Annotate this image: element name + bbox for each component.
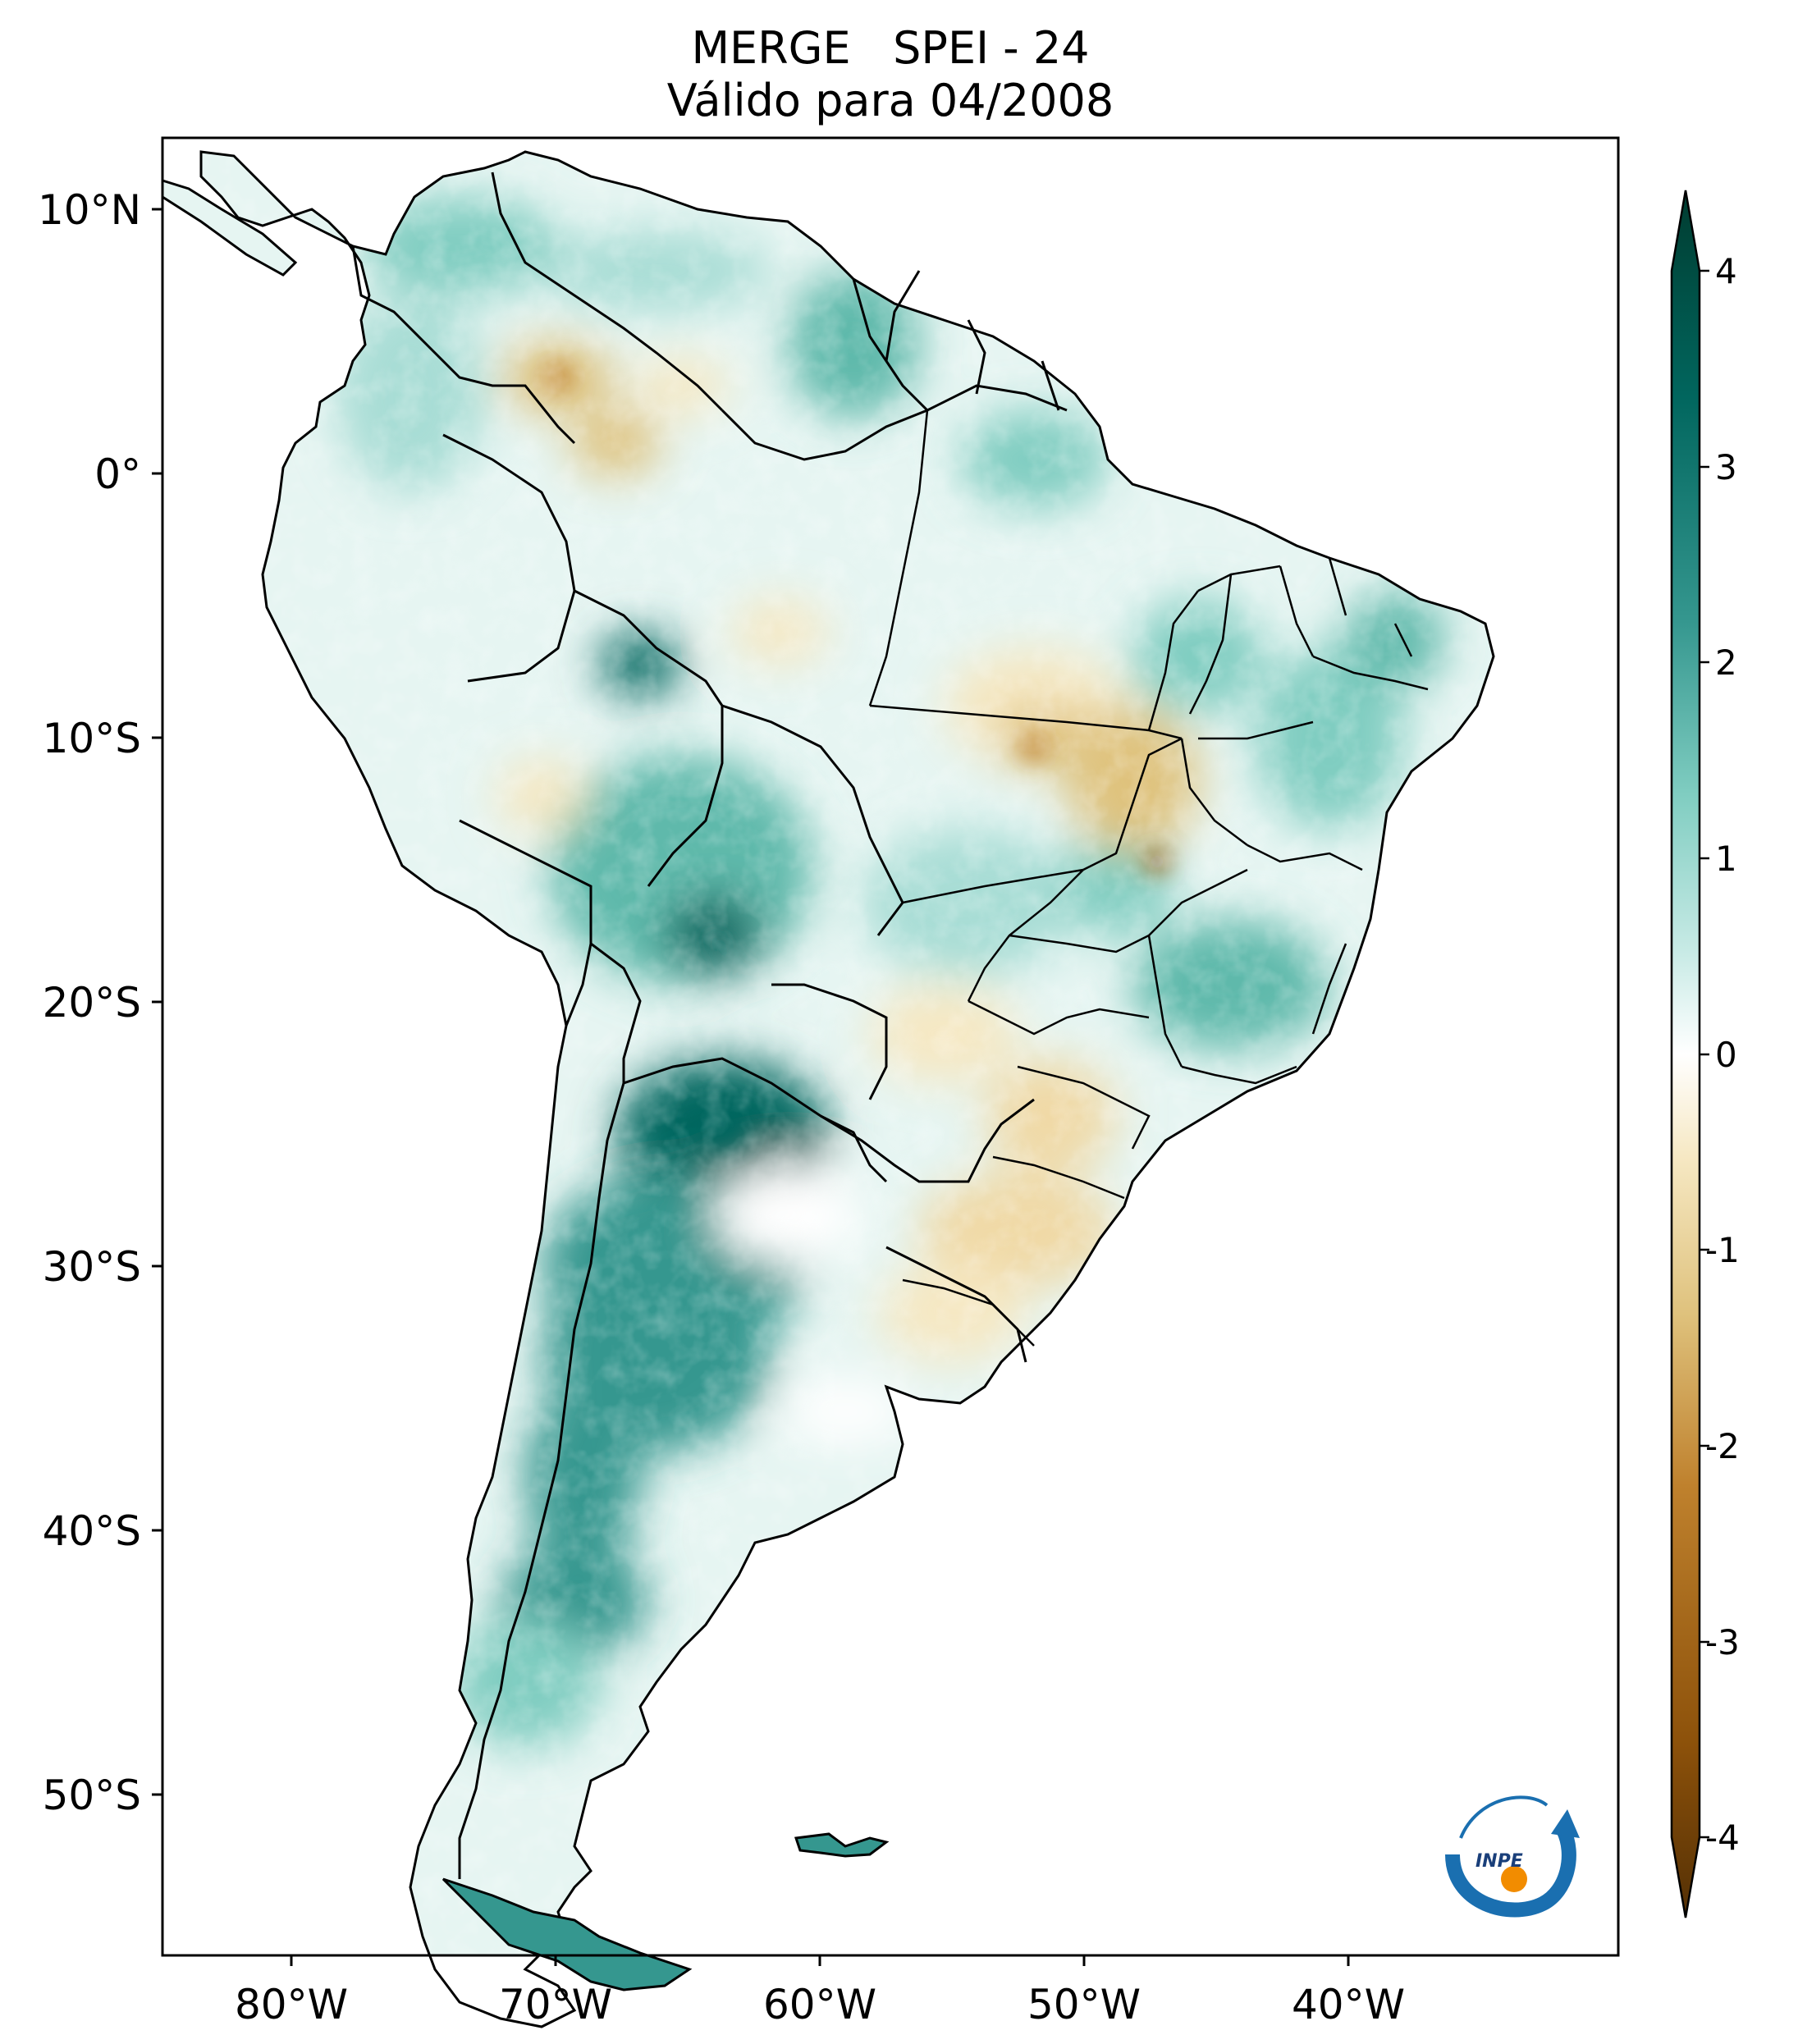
tierra-del-fuego bbox=[441, 1877, 693, 1991]
map-border bbox=[161, 136, 1620, 1957]
lat-tick-label: 0° bbox=[94, 450, 141, 498]
colorbar-scale bbox=[1670, 190, 1701, 1918]
lon-tick-label: 50°W bbox=[1027, 1981, 1141, 2028]
inpe-logo: INPE bbox=[1445, 1795, 1580, 1918]
lat-tick-label: 50°S bbox=[43, 1772, 141, 1819]
colorbar-tick-label: 2 bbox=[1715, 642, 1737, 683]
colorbar-tick-label: 0 bbox=[1715, 1035, 1737, 1075]
lat-tick-label: 20°S bbox=[43, 979, 141, 1027]
lon-tick-label: 60°W bbox=[763, 1981, 876, 2028]
country-borders bbox=[351, 171, 1068, 1879]
colorbar-tick-label: 1 bbox=[1715, 839, 1737, 879]
falkland-islands bbox=[794, 1832, 890, 1858]
lat-axis bbox=[152, 208, 162, 1796]
lat-tick-label: 40°S bbox=[43, 1507, 141, 1555]
central-america-coast bbox=[161, 178, 298, 277]
logo-text: INPE bbox=[1475, 1851, 1523, 1872]
colorbar-tick-label: 3 bbox=[1715, 447, 1737, 487]
colorbar-tick-label: -4 bbox=[1705, 1818, 1740, 1858]
colorbar-tick-label: -1 bbox=[1705, 1230, 1740, 1270]
colorbar-tick-label: 4 bbox=[1715, 251, 1737, 291]
colorbar-tick-label: -2 bbox=[1705, 1426, 1740, 1466]
lon-tick-label: 70°W bbox=[499, 1981, 612, 2028]
lon-tick-label: 40°W bbox=[1292, 1981, 1405, 2028]
lon-tick-label: 80°W bbox=[235, 1981, 348, 2028]
lat-tick-label: 30°S bbox=[43, 1243, 141, 1291]
colorbar: 4 3 2 1 0 -1 -2 -3 -4 bbox=[1670, 190, 1740, 1918]
map-title: MERGE SPEI - 24 bbox=[691, 22, 1090, 74]
map-subtitle: Válido para 04/2008 bbox=[666, 75, 1114, 126]
lat-tick-label: 10°S bbox=[43, 715, 141, 762]
lat-tick-label: 10°N bbox=[38, 186, 141, 234]
lon-axis bbox=[290, 1955, 1350, 1966]
state-borders bbox=[868, 409, 1429, 1347]
colorbar-tick-label: -3 bbox=[1705, 1622, 1740, 1662]
